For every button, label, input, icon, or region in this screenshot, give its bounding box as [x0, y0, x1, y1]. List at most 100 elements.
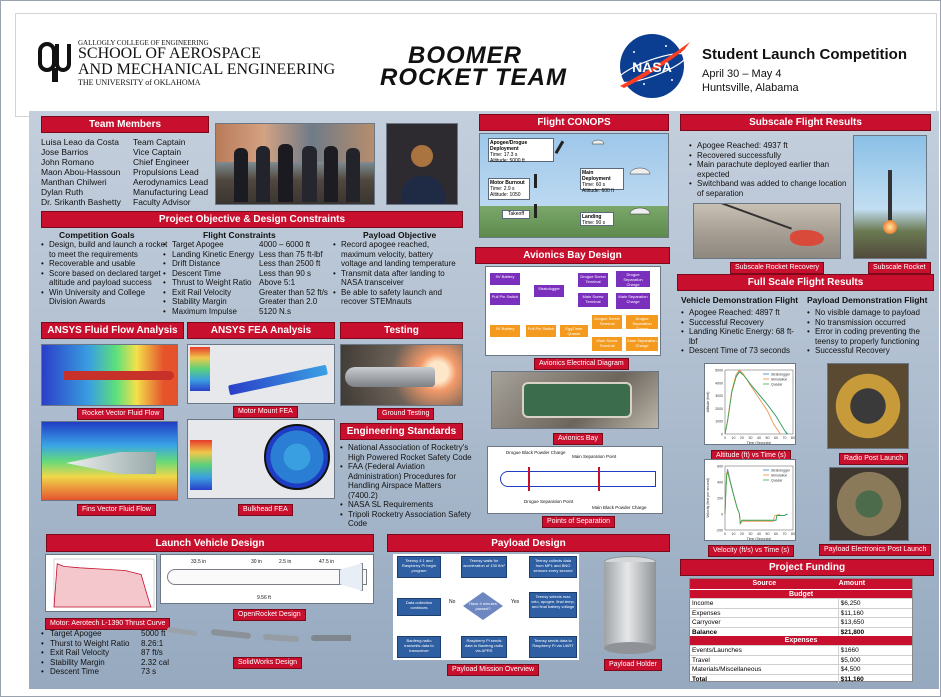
bullet-glyph: •: [41, 657, 44, 667]
subscale-heading: Subscale Flight Results: [680, 114, 931, 131]
block-main-screw-1: Main Screw Terminal: [578, 293, 608, 307]
funding-table: Source Amount Budget Income $6,250 Expense…: [689, 578, 913, 683]
team-member-row: Dr. Srikanth Bashetty Faculty Advisor: [41, 197, 216, 207]
subscale-rocket-photo: [853, 135, 927, 259]
flight-constraints-heading: Flight Constraints: [203, 230, 276, 240]
payload-demo-item: Error in coding preventing the teensy to…: [807, 327, 931, 346]
block-drogue-charge-1: Drogue Separation Charge: [616, 271, 650, 287]
funding-row-source: Travel: [690, 655, 839, 664]
flow-yes-label: Yes: [511, 599, 520, 605]
expenses-subheader: Expenses: [690, 636, 912, 645]
series-line-quasar: [724, 471, 789, 524]
flight-conops-diagram: Apogee/Drogue Deployment Time: 17.3 s Al…: [479, 133, 669, 238]
legend-label: Simulation: [771, 377, 787, 381]
constraint-label: Thrust to Weight Ratio: [172, 278, 252, 287]
radio-post-launch-photo: [827, 363, 909, 449]
sep-label-main-point: Main Separation Point: [572, 454, 617, 459]
dim-label-total: 9.56 ft: [257, 595, 271, 601]
constraint-label: Exit Rail Velocity: [172, 287, 232, 297]
y-tick-label: 5000: [715, 369, 723, 373]
launch-spec-label: Exit Rail Velocity: [50, 648, 110, 657]
constraint-row: • Maximum Impulse 5120 N.s: [163, 307, 333, 317]
x-tick-label: 10: [732, 436, 736, 440]
flow-step-begin: Teensy 4.1 and Raspberry Pi begin progra…: [397, 556, 441, 578]
bullet-glyph: •: [41, 648, 44, 657]
burnout-box: Motor Burnout Time: 2.9 s Altitude: 1050: [488, 178, 530, 200]
team-member-row: Dylan Ruth Manufacturing Lead: [41, 187, 216, 197]
funding-row-amount: $11,160: [840, 675, 864, 683]
funding-row-amount: $13,650: [840, 619, 865, 626]
main-deploy-box: Main Deployment Time: 60 s Altitude: 600…: [580, 168, 624, 194]
block-drogue-screw-1: Drogue Screw Terminal: [578, 273, 608, 287]
y-axis-label: Altitude (feet): [706, 392, 710, 413]
funding-row: Balance $21,800: [690, 626, 912, 636]
bullet-glyph: •: [163, 259, 166, 268]
constraint-value: Less than 75 ft-lbf: [259, 249, 323, 259]
dim-label-1: 33.5 in: [191, 559, 207, 565]
block-main-screw-2: Main Screw Terminal: [592, 337, 622, 351]
funding-row-source: Materials/Miscellaneous: [690, 665, 839, 674]
competition-goal-item: Score based on declared target altitude …: [41, 269, 169, 288]
plot-frame: [724, 465, 794, 531]
x-tick-label: 30: [749, 436, 753, 440]
y-tick-label: 200: [717, 497, 723, 501]
payload-demo-item: No visible damage to payload: [807, 308, 931, 318]
competition-goal-item: Recoverable and usable: [41, 259, 169, 269]
payload-objective-item: Be able to safety launch and recover STE…: [333, 288, 459, 307]
launch-spec-row: • Thurst to Weight Ratio 8.26:1: [41, 639, 169, 649]
event-dates: April 30 – May 4: [702, 68, 782, 80]
team-member-role: Chief Engineer: [133, 157, 190, 167]
y-tick-label: 0: [721, 513, 723, 517]
poster-header: GALLOGLY COLLEGE OF ENGINEERING SCHOOL O…: [15, 13, 937, 117]
x-tick-label: 70: [783, 532, 787, 536]
vehicle-demo-item: Successful Recovery: [681, 318, 801, 328]
x-axis-label: Time (Seconds): [747, 441, 772, 445]
legend-label: Quasar: [771, 382, 783, 386]
budget-subheader: Budget: [690, 589, 912, 598]
bullet-glyph: •: [163, 297, 166, 306]
funding-row-source: Balance: [690, 627, 839, 636]
flow-step-collect-data: Teensy collects data from MPL and BNO se…: [529, 556, 577, 578]
constraint-value: Less than 90 s: [259, 268, 312, 278]
flight-conops-heading: Flight CONOPS: [479, 114, 669, 131]
funding-row-amount: $11,160: [840, 609, 864, 617]
team-member-name: Manthan Chilweri: [41, 177, 107, 187]
funding-row-source: Carryover: [690, 618, 839, 627]
block-drogue-screw-2: Drogue Screw Terminal: [592, 315, 622, 329]
ground-testing-image: [340, 344, 463, 406]
apogee-altitude: Altitude: 5000 ft: [490, 158, 525, 164]
team-member-row: Manthan Chilweri Aerodynamics Lead: [41, 177, 216, 187]
college-name: GALLOGLY COLLEGE OF ENGINEERING: [78, 39, 209, 47]
constraint-row: • Target Apogee 4000 – 6000 ft: [163, 240, 333, 250]
ansys-fea-heading: ANSYS FEA Analysis: [187, 322, 335, 339]
y-tick-label: 0: [721, 433, 723, 437]
launch-spec-label: Thurst to Weight Ratio: [50, 638, 130, 648]
team-logo-line2: ROCKET TEAM: [380, 64, 567, 91]
payload-objective-heading: Payload Objective: [363, 230, 437, 240]
ansys-fluid-heading: ANSYS Fluid Flow Analysis: [41, 322, 184, 339]
block-main-charge-2: Main Separation Charge: [626, 337, 658, 351]
team-member-role: Faculty Advisor: [133, 197, 191, 207]
legend-label: Stratologger: [771, 468, 791, 472]
launch-spec-value: 8.26:1: [141, 638, 164, 648]
launch-specs-list: • Target Apogee 5000 ft • Thurst to Weight R…: [41, 629, 169, 677]
payload-mission-caption: Payload Mission Overview: [447, 664, 540, 676]
constraint-label: Stability Margin: [172, 297, 227, 306]
vehicle-demo-item: Apogee Reached: 4897 ft: [681, 308, 801, 318]
team-member-name: Maon Abou-Hassoun: [41, 167, 121, 177]
constraint-value: Above 5:1: [259, 278, 296, 287]
x-tick-label: 60: [774, 532, 778, 536]
x-tick-label: 20: [740, 436, 744, 440]
team-member-name: John Romano: [41, 157, 94, 167]
launch-spec-row: • Target Apogee 5000 ft: [41, 629, 169, 639]
event-title: Student Launch Competition: [702, 46, 907, 63]
payload-demo-heading: Payload Demonstration Flight: [807, 295, 928, 305]
x-tick-label: 0: [724, 532, 726, 536]
x-tick-label: 50: [766, 532, 770, 536]
funding-row-source: Income: [690, 599, 839, 608]
flow-step-select-max: Teensy selects max velo, apogee, final t…: [529, 592, 577, 618]
funding-heading: Project Funding: [680, 559, 934, 576]
x-axis-label: Time (Seconds): [747, 537, 772, 541]
engineering-standards-list: National Association of Rocketry's High …: [340, 443, 472, 529]
